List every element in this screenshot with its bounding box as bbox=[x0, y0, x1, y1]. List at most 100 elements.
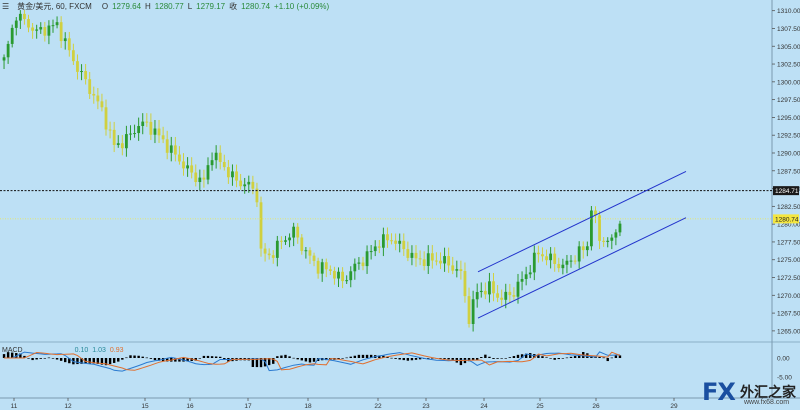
candle-body bbox=[345, 280, 349, 282]
candle-body bbox=[410, 252, 414, 258]
y-tick-label: 1272.50 bbox=[777, 275, 800, 282]
macd-histogram-bar bbox=[145, 357, 149, 359]
x-tick-label: 29 bbox=[670, 403, 678, 410]
level-price-label: 1284.71 bbox=[775, 188, 799, 195]
candle-body bbox=[149, 121, 153, 135]
candle-body bbox=[202, 177, 206, 180]
candle-body bbox=[467, 296, 471, 324]
candle-body bbox=[414, 252, 418, 259]
macd-histogram-bar bbox=[496, 358, 499, 359]
symbol-label[interactable]: 黄金/美元, 60, FXCM bbox=[17, 2, 92, 11]
candle-body bbox=[190, 165, 194, 173]
candle-body bbox=[598, 215, 601, 241]
macd-histogram-bar bbox=[255, 358, 259, 368]
current-price-label: 1280.74 bbox=[775, 216, 799, 223]
macd-histogram-bar bbox=[618, 355, 622, 358]
candle-body bbox=[271, 255, 275, 258]
macd-histogram-bar bbox=[288, 356, 291, 358]
candle-body bbox=[508, 291, 512, 296]
candle-body bbox=[194, 172, 198, 183]
candle-body bbox=[324, 262, 328, 270]
macd-histogram-bar bbox=[137, 355, 140, 358]
candle-body bbox=[602, 240, 606, 242]
macd-histogram-bar bbox=[117, 358, 120, 362]
candle-body bbox=[524, 274, 528, 280]
macd-histogram-bar bbox=[492, 358, 495, 359]
candle-body bbox=[173, 145, 177, 155]
x-tick-label: 18 bbox=[304, 403, 312, 410]
candle-body bbox=[178, 154, 181, 162]
high-value: 1280.77 bbox=[154, 2, 184, 11]
macd-histogram-bar bbox=[92, 358, 95, 364]
y-tick-label: 1292.50 bbox=[777, 133, 800, 140]
macd-histogram-bar bbox=[259, 358, 263, 368]
x-tick-label: 16 bbox=[186, 403, 194, 410]
candle-body bbox=[31, 27, 34, 31]
candle-body bbox=[312, 255, 316, 261]
macd-histogram-bar bbox=[516, 354, 520, 358]
candle-body bbox=[47, 25, 51, 36]
chart-header: ☰ 黄金/美元, 60, FXCM O 1279.64 H 1280.77 L 127… bbox=[2, 1, 329, 12]
candle-body bbox=[100, 101, 104, 108]
macd-value-2: 1.03 bbox=[92, 347, 106, 354]
macd-label[interactable]: MACD bbox=[2, 347, 23, 354]
candle-body bbox=[247, 181, 251, 185]
macd-value-1: 0.10 bbox=[74, 347, 89, 354]
macd-histogram-bar bbox=[186, 358, 189, 362]
candle-body bbox=[67, 38, 71, 51]
candle-body bbox=[402, 240, 406, 250]
x-tick-label: 22 bbox=[374, 403, 382, 410]
macd-histogram-bar bbox=[410, 358, 414, 361]
macd-histogram-bar bbox=[296, 358, 299, 360]
candle-body bbox=[255, 188, 259, 203]
candle-body bbox=[186, 165, 189, 169]
macd-histogram-bar bbox=[386, 356, 389, 358]
macd-histogram-bar bbox=[312, 358, 316, 362]
macd-histogram-bar bbox=[606, 358, 609, 362]
y-tick-label: 1307.50 bbox=[777, 26, 800, 33]
candle-body bbox=[377, 246, 381, 248]
candle-body bbox=[398, 240, 402, 244]
macd-histogram-bar bbox=[2, 354, 6, 358]
hamburger-icon[interactable]: ☰ bbox=[2, 2, 10, 11]
macd-histogram-bar bbox=[378, 355, 381, 358]
candle-body bbox=[304, 250, 308, 252]
macd-header: MACD 0.10 1.03 0.93 bbox=[2, 347, 124, 354]
y-tick-label: 1295.00 bbox=[777, 115, 800, 122]
y-tick-label: 1270.00 bbox=[777, 293, 800, 300]
macd-histogram-bar bbox=[357, 354, 361, 358]
macd-histogram-bar bbox=[361, 354, 365, 358]
macd-histogram-bar bbox=[406, 358, 410, 361]
candle-body bbox=[35, 29, 39, 31]
macd-histogram-bar bbox=[471, 358, 475, 361]
candle-body bbox=[137, 125, 141, 134]
candle-body bbox=[23, 13, 26, 20]
candle-body bbox=[263, 248, 267, 254]
macd-line bbox=[4, 351, 621, 372]
macd-histogram-bar bbox=[284, 354, 287, 358]
macd-histogram-bar bbox=[337, 358, 340, 360]
candle-body bbox=[590, 210, 593, 247]
channel-lower-line bbox=[477, 217, 687, 319]
candle-body bbox=[430, 253, 434, 261]
candle-body bbox=[435, 260, 438, 262]
y-tick-label: 1280.00 bbox=[777, 222, 800, 229]
candle-body bbox=[133, 133, 136, 135]
macd-histogram-bar bbox=[402, 358, 405, 361]
candle-body bbox=[483, 290, 487, 295]
macd-histogram-bar bbox=[276, 356, 279, 358]
candle-body bbox=[120, 143, 124, 149]
macd-histogram-bar bbox=[108, 358, 112, 365]
macd-histogram-bar bbox=[345, 357, 348, 359]
macd-histogram-bar bbox=[508, 357, 512, 358]
macd-histogram-bar bbox=[292, 357, 295, 359]
macd-histogram-bar bbox=[512, 356, 516, 358]
candle-body bbox=[475, 292, 479, 300]
macd-histogram-bar bbox=[480, 357, 483, 358]
candle-body bbox=[182, 161, 185, 169]
macd-histogram-bar bbox=[157, 358, 161, 361]
candle-body bbox=[292, 226, 296, 238]
candle-body bbox=[165, 139, 169, 153]
macd-histogram-bar bbox=[488, 356, 491, 358]
